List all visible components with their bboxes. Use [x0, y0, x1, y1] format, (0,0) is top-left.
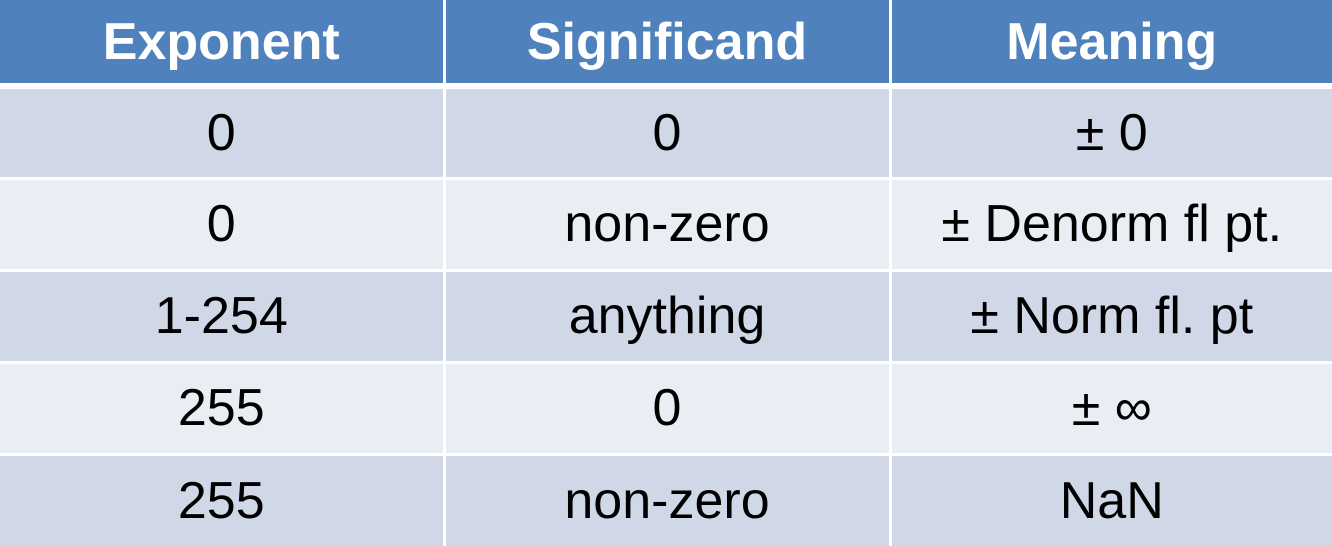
cell-meaning: ± 0: [890, 86, 1332, 180]
table-header: Exponent Significand Meaning: [0, 0, 1332, 89]
table-body: 0 0 ± 0 0 non-zero ± Denorm fl pt. 1-254…: [0, 86, 1332, 546]
cell-meaning: NaN: [890, 454, 1332, 546]
cell-significand: 0: [444, 362, 892, 456]
table-row: 1-254 anything ± Norm fl. pt: [0, 270, 1332, 364]
cell-meaning: ± ∞: [890, 362, 1332, 456]
cell-exponent: 255: [0, 454, 446, 546]
cell-meaning: ± Denorm fl pt.: [890, 178, 1332, 272]
cell-exponent: 1-254: [0, 270, 446, 364]
cell-significand: anything: [444, 270, 892, 364]
cell-exponent: 255: [0, 362, 446, 456]
header-exponent: Exponent: [0, 0, 446, 89]
cell-exponent: 0: [0, 178, 446, 272]
cell-exponent: 0: [0, 86, 446, 180]
cell-significand: non-zero: [444, 178, 892, 272]
header-row: Exponent Significand Meaning: [0, 0, 1332, 89]
cell-significand: 0: [444, 86, 892, 180]
header-meaning: Meaning: [890, 0, 1332, 89]
cell-meaning: ± Norm fl. pt: [890, 270, 1332, 364]
header-significand: Significand: [444, 0, 892, 89]
table-row: 0 0 ± 0: [0, 86, 1332, 180]
table-row: 255 non-zero NaN: [0, 454, 1332, 546]
table-row: 255 0 ± ∞: [0, 362, 1332, 456]
table-row: 0 non-zero ± Denorm fl pt.: [0, 178, 1332, 272]
cell-significand: non-zero: [444, 454, 892, 546]
